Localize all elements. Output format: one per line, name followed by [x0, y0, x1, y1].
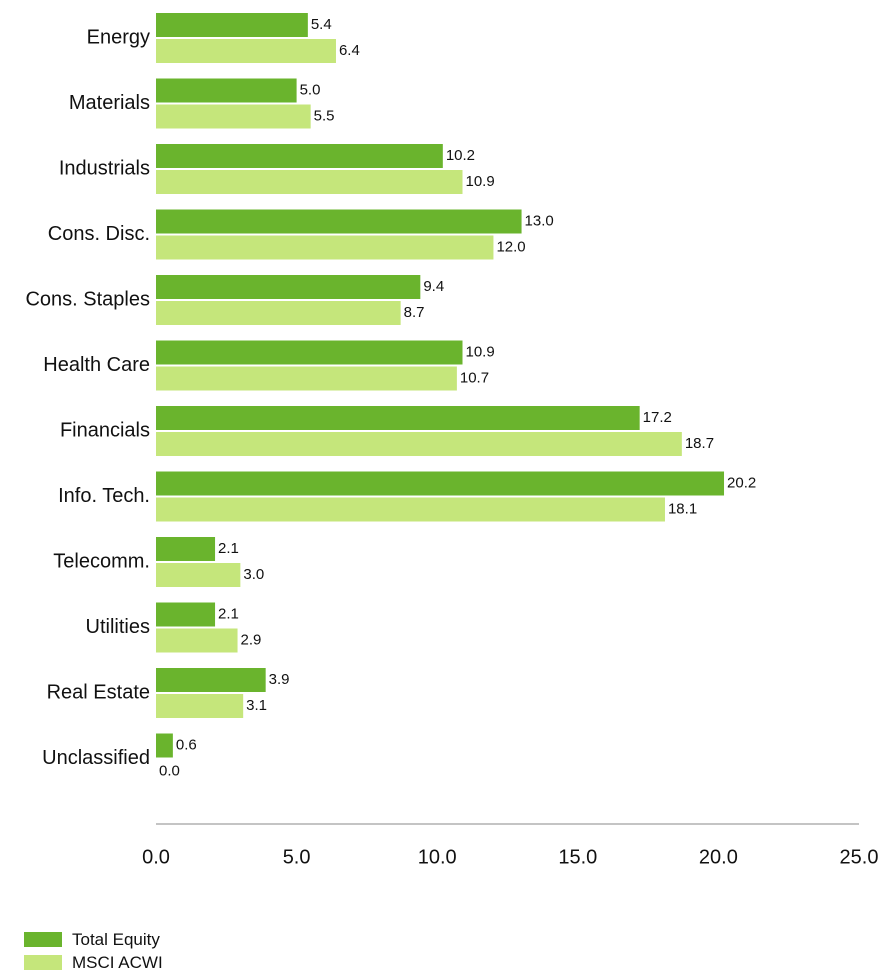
category-label-energy: Energy: [87, 26, 150, 48]
bar-utilities-total-equity: [156, 602, 216, 627]
bar-financials-total-equity: [156, 406, 640, 430]
data-label-cons-disc-msci-acwi: 12.0: [496, 238, 525, 255]
data-label-financials-msci-acwi: 18.7: [685, 435, 714, 452]
x-tick-label: 5.0: [283, 846, 311, 868]
x-tick-labels: 0.0 5.0 10.0 15.0 20.0 25.0: [142, 846, 878, 868]
data-label-unclassified-total-equity: 0.6: [176, 736, 197, 753]
bar-real-estate-total-equity: [156, 668, 266, 692]
bar-industrials-total-equity: [156, 144, 443, 168]
category-label-info-tech: Info. Tech.: [58, 485, 150, 507]
data-label-real-estate-total-equity: 3.9: [269, 671, 290, 688]
data-labels: 5.4 6.4 5.0 5.5 10.2 10.9 13.012.0 9.4 8.7 10.9 10…: [159, 16, 756, 780]
data-label-energy-total-equity: 5.4: [311, 16, 332, 33]
bar-telecomm-total-equity: [156, 537, 216, 561]
data-label-info-tech-total-equity: 20.2: [727, 474, 756, 491]
bar-health-care-msci-acwi: [156, 366, 457, 391]
legend-item-total-equity: Total Equity: [24, 928, 163, 951]
category-label-cons-staples: Cons. Staples: [25, 288, 150, 310]
legend-item-msci-acwi: MSCI ACWI: [24, 951, 163, 974]
bar-materials-msci-acwi: [156, 104, 311, 129]
data-label-health-care-total-equity: 10.9: [466, 343, 495, 360]
x-tick-label: 20.0: [699, 846, 738, 868]
category-label-unclassified: Unclassified: [42, 747, 150, 769]
legend-swatch-msci-acwi: [24, 955, 62, 970]
data-label-telecomm-total-equity: 2.1: [218, 540, 239, 557]
x-tick-label: 10.0: [418, 846, 457, 868]
data-label-cons-staples-total-equity: 9.4: [423, 278, 444, 295]
bar-cons-disc-total-equity: [156, 209, 522, 234]
data-label-industrials-msci-acwi: 10.9: [466, 173, 495, 190]
category-labels: Energy Materials Industrials Cons. Disc. Con…: [25, 26, 150, 769]
category-label-financials: Financials: [60, 419, 150, 441]
bar-info-tech-total-equity: [156, 471, 725, 496]
bar-cons-disc-msci-acwi: [156, 235, 494, 260]
bars: [156, 13, 725, 758]
data-label-materials-total-equity: 5.0: [300, 81, 321, 98]
bar-health-care-total-equity: [156, 340, 463, 365]
bar-cons-staples-total-equity: [156, 275, 421, 299]
bar-chart: Energy Materials Industrials Cons. Disc. Con…: [25, 13, 878, 868]
data-label-info-tech-msci-acwi: 18.1: [668, 500, 697, 517]
data-label-financials-total-equity: 17.2: [643, 409, 672, 426]
bar-unclassified-total-equity: [156, 733, 173, 758]
legend-label-total-equity: Total Equity: [72, 929, 160, 949]
bar-utilities-msci-acwi: [156, 628, 238, 653]
x-tick-label: 0.0: [142, 846, 170, 868]
bar-industrials-msci-acwi: [156, 170, 463, 194]
bar-energy-total-equity: [156, 13, 308, 37]
category-label-materials: Materials: [69, 92, 150, 114]
data-label-cons-staples-msci-acwi: 8.7: [404, 304, 425, 321]
category-label-utilities: Utilities: [86, 616, 150, 638]
category-label-cons-disc: Cons. Disc.: [48, 223, 150, 245]
data-label-energy-msci-acwi: 6.4: [339, 42, 360, 59]
data-label-utilities-msci-acwi: 2.9: [241, 631, 262, 648]
bar-energy-msci-acwi: [156, 39, 336, 63]
legend-label-msci-acwi: MSCI ACWI: [72, 952, 163, 972]
x-tick-label: 15.0: [558, 846, 597, 868]
x-tick-label: 25.0: [840, 846, 879, 868]
data-label-real-estate-msci-acwi: 3.1: [246, 697, 267, 714]
bar-financials-msci-acwi: [156, 432, 682, 456]
data-label-utilities-total-equity: 2.1: [218, 605, 239, 622]
bar-telecomm-msci-acwi: [156, 563, 241, 587]
bar-info-tech-msci-acwi: [156, 497, 665, 522]
data-label-health-care-msci-acwi: 10.7: [460, 369, 489, 386]
category-label-industrials: Industrials: [59, 157, 150, 179]
bar-materials-total-equity: [156, 78, 297, 103]
data-label-telecomm-msci-acwi: 3.0: [243, 566, 264, 583]
legend: Total Equity MSCI ACWI: [24, 928, 163, 974]
data-label-materials-msci-acwi: 5.5: [314, 107, 335, 124]
category-label-real-estate: Real Estate: [47, 681, 150, 703]
data-label-unclassified-msci-acwi: 0.0: [159, 762, 180, 779]
bar-real-estate-msci-acwi: [156, 694, 244, 718]
category-label-health-care: Health Care: [43, 354, 150, 376]
bar-cons-staples-msci-acwi: [156, 301, 401, 325]
data-label-industrials-total-equity: 10.2: [446, 147, 475, 164]
category-label-telecomm: Telecomm.: [53, 550, 150, 572]
legend-swatch-total-equity: [24, 932, 62, 947]
data-label-cons-disc-total-equity: 13.0: [525, 212, 554, 229]
